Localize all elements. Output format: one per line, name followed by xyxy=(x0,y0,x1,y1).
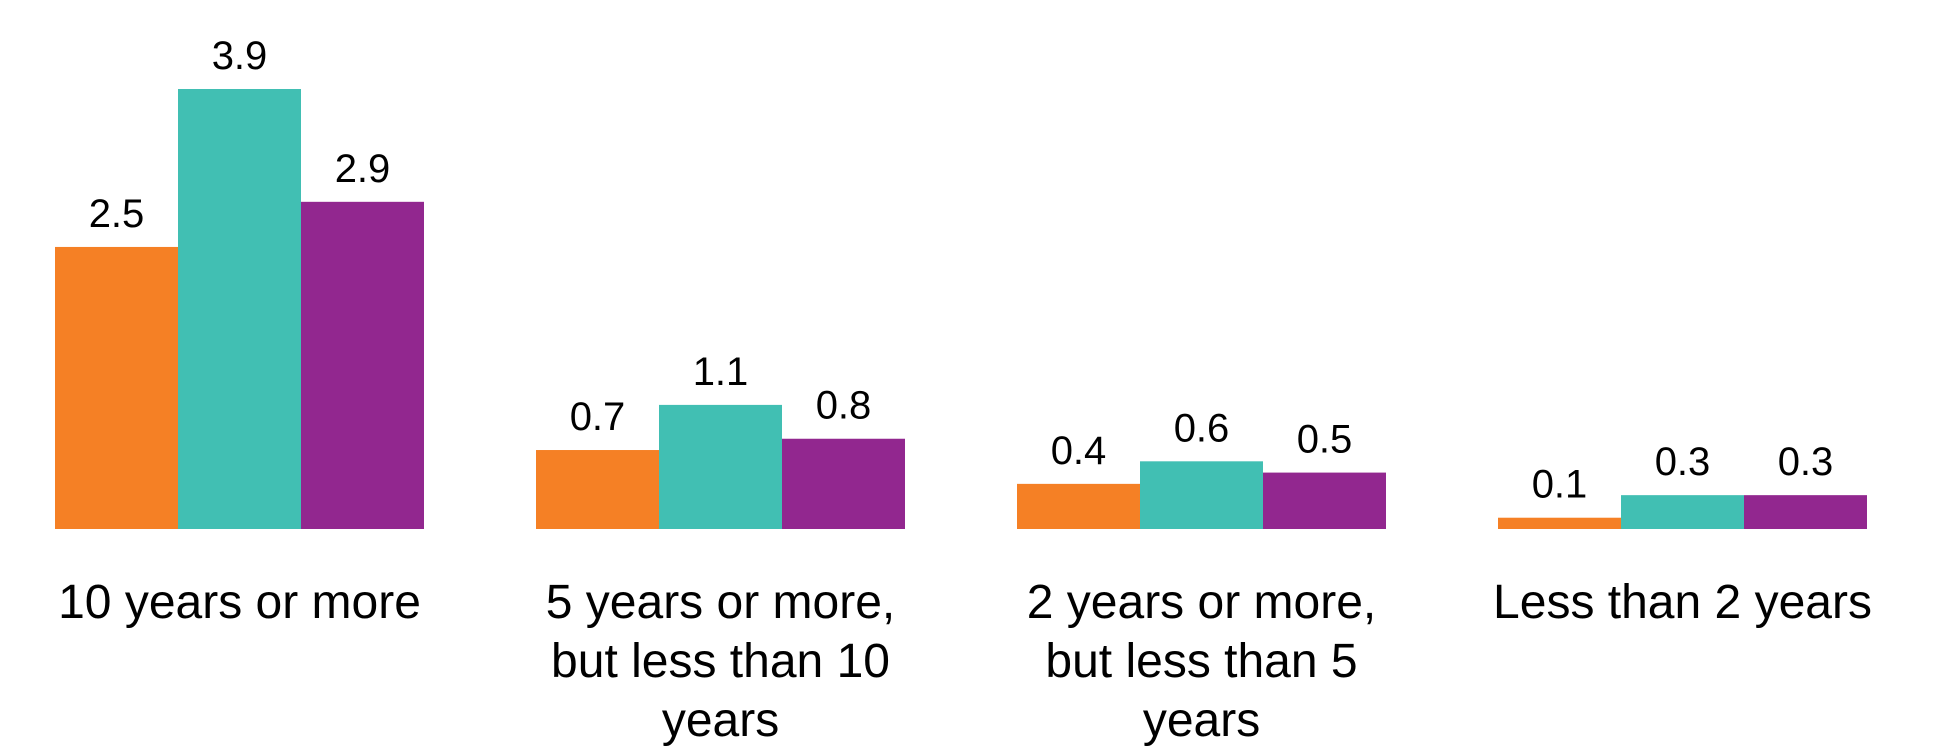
value-label-series2-cat1: 3.9 xyxy=(212,34,268,78)
category-label-2-line-2: but less than 10 xyxy=(551,635,890,688)
category-label-4-line-1: Less than 2 years xyxy=(1493,576,1872,629)
value-label-series3-cat3: 0.5 xyxy=(1297,418,1353,462)
category-labels-group: 10 years or more 5 years or more, but less… xyxy=(58,576,1872,747)
category-label-3-line-3: years xyxy=(1143,694,1260,747)
bar-series3-cat2 xyxy=(782,438,905,529)
value-label-series1-cat3: 0.4 xyxy=(1051,429,1107,473)
bar-series2-cat3 xyxy=(1140,461,1263,529)
value-label-series1-cat1: 2.5 xyxy=(89,192,145,236)
category-label-2-line-1: 5 years or more, xyxy=(546,576,895,629)
category-label-3-line-2: but less than 5 xyxy=(1045,635,1357,688)
bars-group xyxy=(55,89,1867,530)
value-label-series1-cat4: 0.1 xyxy=(1532,463,1588,507)
category-label-4: Less than 2 years xyxy=(1493,576,1872,629)
bar-series2-cat2 xyxy=(659,404,782,529)
value-label-series2-cat2: 1.1 xyxy=(693,350,749,394)
category-label-2-line-3: years xyxy=(662,694,779,747)
bar-series1-cat3 xyxy=(1017,483,1140,529)
value-label-series3-cat4: 0.3 xyxy=(1778,440,1834,484)
bar-series3-cat4 xyxy=(1744,495,1867,529)
value-label-series2-cat3: 0.6 xyxy=(1174,406,1230,450)
value-label-series2-cat4: 0.3 xyxy=(1655,440,1711,484)
value-label-series3-cat1: 2.9 xyxy=(335,147,391,191)
bar-series1-cat2 xyxy=(536,450,659,529)
category-label-1-line-1: 10 years or more xyxy=(58,576,421,629)
bar-series3-cat3 xyxy=(1263,472,1386,529)
category-label-3-line-1: 2 years or more, xyxy=(1027,576,1376,629)
bar-series1-cat1 xyxy=(55,246,178,529)
category-label-3: 2 years or more, but less than 5 years xyxy=(1027,576,1376,747)
bar-series1-cat4 xyxy=(1498,517,1621,529)
bar-series3-cat1 xyxy=(301,201,424,530)
value-label-series1-cat2: 0.7 xyxy=(570,395,626,439)
category-label-2: 5 years or more, but less than 10 years xyxy=(546,576,895,747)
value-label-series3-cat2: 0.8 xyxy=(816,384,872,428)
value-labels-group: 2.5 0.7 0.4 0.1 3.9 1.1 0.6 0.3 2.9 0.8 0.5 0.3 xyxy=(89,34,1834,507)
category-label-1: 10 years or more xyxy=(58,576,421,629)
bar-series2-cat4 xyxy=(1621,495,1744,529)
bar-series2-cat1 xyxy=(178,89,301,529)
